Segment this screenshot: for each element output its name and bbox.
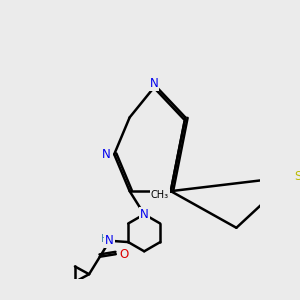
Text: CH₃: CH₃	[151, 190, 169, 200]
Text: N: N	[140, 208, 148, 221]
Text: S: S	[294, 170, 300, 183]
Text: O: O	[119, 248, 128, 261]
Text: N: N	[102, 148, 111, 161]
Text: N: N	[150, 77, 158, 90]
Text: H: H	[101, 235, 108, 244]
Text: N: N	[105, 234, 114, 247]
